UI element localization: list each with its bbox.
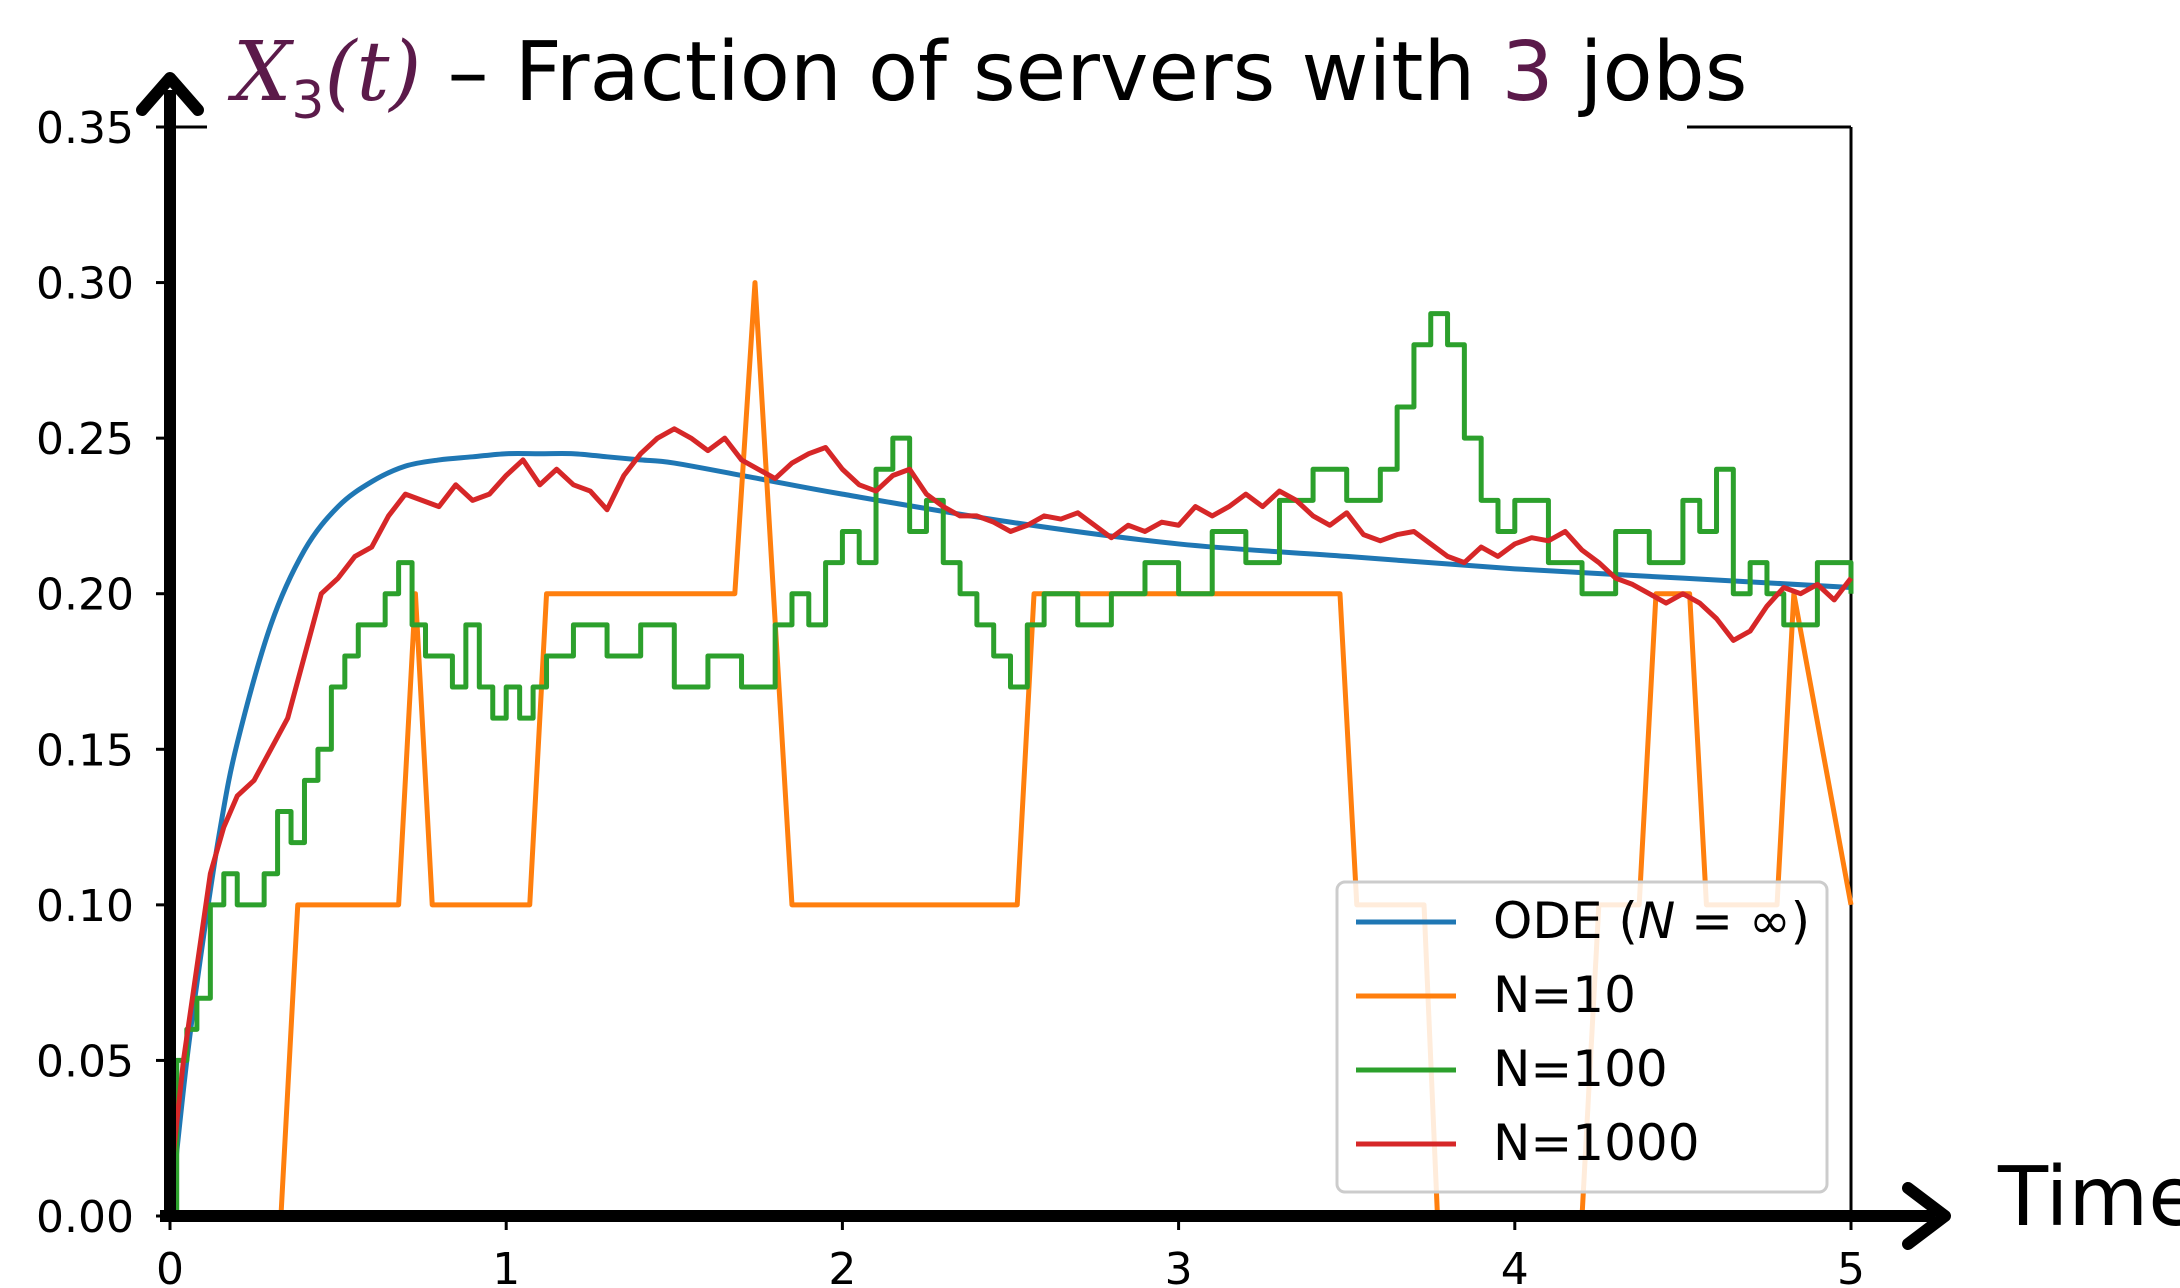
- title-dash: –: [421, 25, 514, 120]
- title-math-subscript: 3: [291, 71, 324, 131]
- x-axis-label: Time: [1997, 1150, 2180, 1245]
- y-axis-arrow-icon: [136, 72, 204, 116]
- y-tick-label: 0.30: [36, 259, 134, 310]
- x-tick-label: 1: [492, 1244, 520, 1288]
- y-ticks: 0.00 0.05 0.10 0.15 0.20 0.25 0.30 0.35: [36, 103, 170, 1243]
- x-tick-label: 2: [828, 1244, 856, 1288]
- legend-box: [1335, 880, 1829, 1194]
- legend-label-ode: ODE (N = ∞): [1493, 892, 1810, 950]
- legend-label-n1000: N=1000: [1493, 1114, 1700, 1172]
- title-text: Fraction of servers with: [515, 25, 1502, 120]
- title-text-end: jobs: [1554, 25, 1748, 120]
- y-axis: [136, 72, 204, 1222]
- x-axis-arrow-icon: [1902, 1182, 1951, 1250]
- plot-area: [167, 280, 1854, 1219]
- title-math-variable: X: [227, 25, 295, 120]
- x-tick-label: 3: [1165, 1244, 1193, 1288]
- x-tick-label: 0: [156, 1244, 184, 1288]
- x-ticks: 0 1 2 3 4 5: [156, 1216, 1865, 1288]
- y-tick-label: 0.10: [36, 881, 134, 932]
- legend: ODE (N = ∞) N=10 N=100 N=1000: [1335, 880, 1829, 1194]
- title-math-argument: (t): [324, 25, 421, 120]
- legend-label-n10: N=10: [1493, 966, 1636, 1024]
- y-tick-label: 0.25: [36, 414, 134, 465]
- legend-label-n100: N=100: [1493, 1040, 1668, 1098]
- x-axis: [160, 1182, 1951, 1250]
- title-highlight: 3: [1501, 25, 1553, 120]
- y-tick-label: 0.35: [36, 103, 134, 154]
- x-tick-label: 4: [1501, 1244, 1529, 1288]
- y-tick-label: 0.05: [36, 1036, 134, 1087]
- y-tick-label: 0.00: [36, 1192, 134, 1243]
- y-tick-label: 0.20: [36, 570, 134, 621]
- series-line-n100: [170, 311, 1854, 1219]
- y-tick-label: 0.15: [36, 725, 134, 776]
- legend-label-ode-math: N: [1638, 892, 1675, 950]
- x-tick-label: 5: [1837, 1244, 1865, 1288]
- series-line-ode: [167, 450, 1852, 1217]
- chart-title: X3(t) – Fraction of servers with 3 jobs: [227, 25, 1747, 131]
- series-line-n1000: [167, 426, 1853, 1186]
